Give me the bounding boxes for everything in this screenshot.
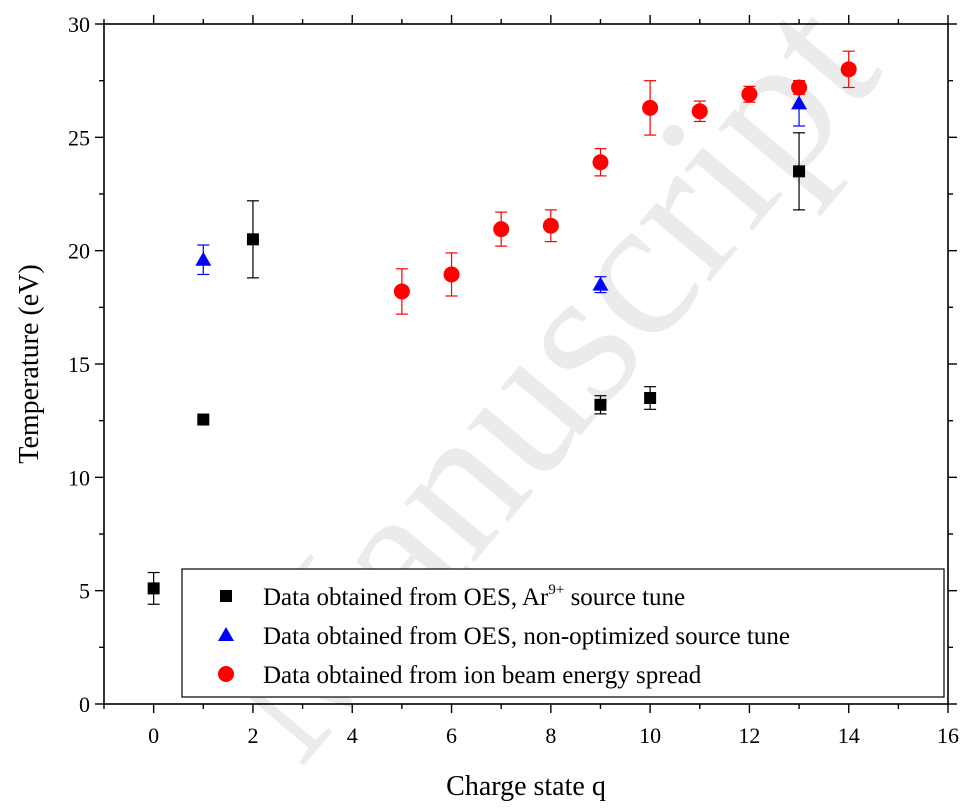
x-tick-label: 2 [247, 723, 258, 748]
y-tick-label: 5 [79, 579, 90, 604]
y-tick-label: 25 [68, 125, 90, 150]
square-marker [793, 165, 806, 178]
square-marker [246, 233, 259, 246]
y-axis-label: Temperature (eV) [14, 264, 45, 463]
y-tick-label: 10 [68, 465, 90, 490]
y-tick-label: 20 [68, 239, 90, 264]
circle-marker [741, 86, 758, 103]
legend-box [181, 568, 945, 698]
legend: Data obtained from OES, Ar9+ source tune… [181, 568, 945, 698]
circle-marker [493, 221, 510, 238]
legend-circle-marker [218, 666, 234, 682]
x-tick-label: 6 [446, 723, 457, 748]
legend-triangle-marker [218, 627, 234, 641]
square-marker [594, 398, 607, 411]
legend-entry: Data obtained from OES, Ar9+ source tune [263, 582, 685, 611]
x-axis-label: Charge state q [446, 771, 606, 802]
x-tick-label: 8 [545, 723, 556, 748]
x-tick-label: 12 [738, 723, 760, 748]
x-tick-label: 10 [639, 723, 661, 748]
y-tick-label: 0 [79, 692, 90, 717]
square-marker [644, 392, 657, 404]
x-tick-label: 4 [347, 723, 358, 748]
circle-marker [791, 79, 808, 96]
square-marker [147, 582, 160, 595]
square-marker [197, 413, 210, 426]
legend-entry: Data obtained from OES, non-optimized so… [263, 623, 790, 650]
y-tick-label: 15 [68, 352, 90, 377]
legend-square-marker [220, 590, 232, 602]
legend-entry: Data obtained from ion beam energy sprea… [263, 662, 702, 689]
y-tick-label: 30 [68, 12, 90, 37]
circle-marker [691, 103, 708, 120]
circle-marker [592, 154, 609, 171]
circle-marker [393, 283, 410, 300]
circle-marker [840, 61, 857, 78]
triangle-marker [592, 276, 609, 291]
data-markers [147, 50, 857, 605]
triangle-marker [195, 251, 212, 266]
triangle-marker [791, 95, 808, 110]
x-tick-label: 14 [838, 723, 860, 748]
x-tick-label: 16 [937, 723, 959, 748]
circle-marker [642, 99, 659, 116]
axes: 0 2 4 6 8 10 12 14 16 0 5 10 15 20 25 30 Charge state q T… [14, 12, 959, 802]
x-tick-label: 0 [148, 723, 159, 748]
circle-marker [443, 266, 460, 283]
circle-marker [542, 217, 559, 234]
